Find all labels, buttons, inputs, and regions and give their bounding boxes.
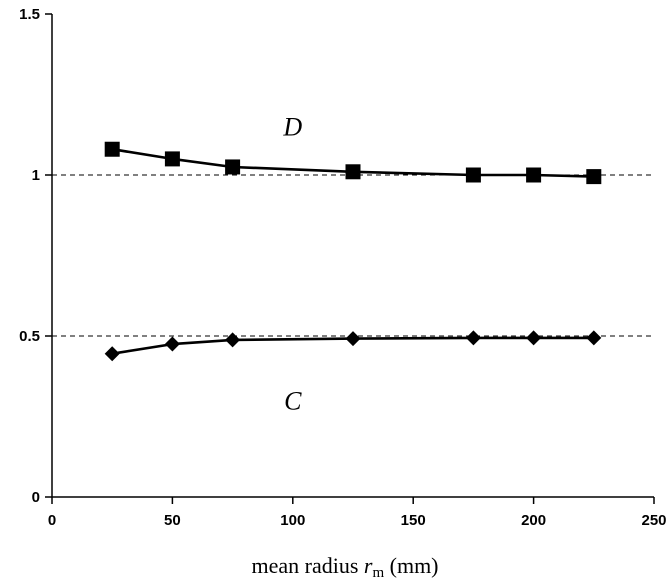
x-tick-label: 100 bbox=[280, 512, 305, 529]
marker-d bbox=[526, 167, 542, 183]
y-tick-label: 1.5 bbox=[19, 6, 40, 23]
y-tick-label: 0 bbox=[32, 489, 40, 506]
x-axis-title: mean radius rm (mm) bbox=[251, 553, 438, 581]
marker-d bbox=[586, 169, 602, 185]
marker-c bbox=[526, 330, 542, 346]
series-label-c: C bbox=[284, 386, 302, 415]
x-tick-label: 50 bbox=[164, 512, 181, 529]
reference-lines bbox=[52, 174, 654, 337]
marker-d bbox=[104, 141, 120, 157]
marker-d bbox=[225, 159, 241, 175]
x-tick-label: 250 bbox=[641, 512, 666, 529]
x-axis-title-variable: r bbox=[364, 553, 373, 578]
marker-c bbox=[225, 332, 241, 348]
marker-d bbox=[345, 164, 361, 180]
x-tick-label: 150 bbox=[401, 512, 426, 529]
y-tick-label: 0.5 bbox=[19, 328, 40, 345]
marker-c bbox=[164, 336, 180, 352]
x-axis-title-prefix: mean radius bbox=[251, 553, 363, 578]
series-layer bbox=[104, 141, 602, 362]
x-axis-title-subscript: m bbox=[372, 565, 384, 581]
y-tick-label: 1 bbox=[32, 167, 40, 184]
marker-c bbox=[345, 331, 361, 347]
marker-d bbox=[465, 167, 481, 183]
marker-d bbox=[164, 151, 180, 167]
marker-c bbox=[465, 330, 481, 346]
marker-c bbox=[586, 330, 602, 346]
x-axis-title-suffix: (mm) bbox=[384, 553, 438, 578]
axes: 0 0.5 1 1.5 0 50 100 150 200 250 bbox=[19, 6, 666, 529]
series-label-d: D bbox=[282, 113, 302, 142]
x-tick-label: 0 bbox=[48, 512, 56, 529]
x-tick-label: 200 bbox=[521, 512, 546, 529]
marker-c bbox=[104, 346, 120, 362]
